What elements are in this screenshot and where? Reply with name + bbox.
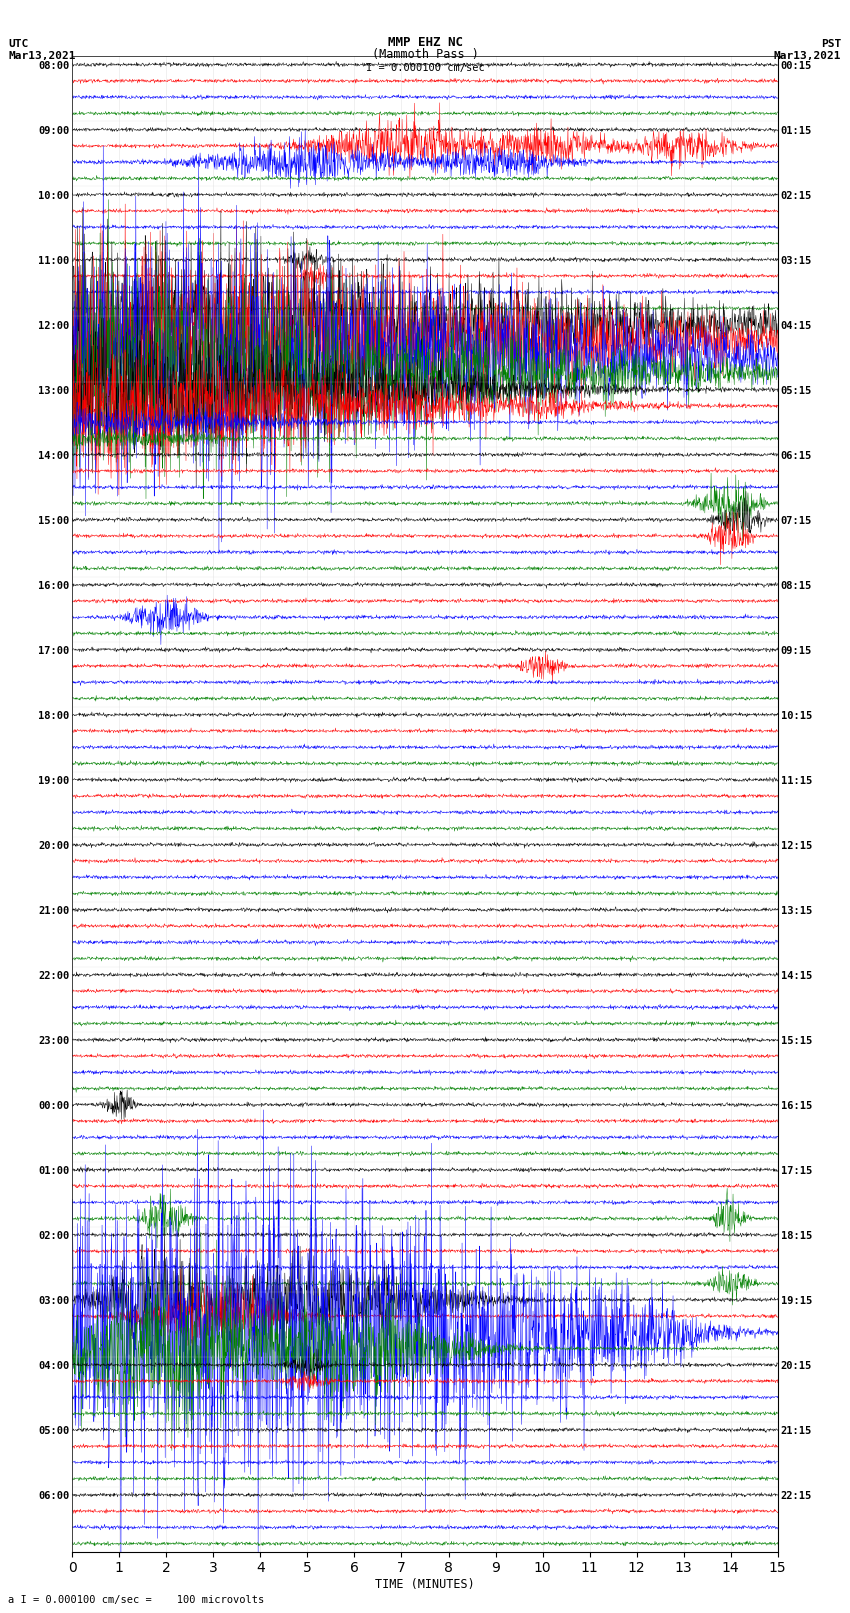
Text: Mar13,2021: Mar13,2021 (774, 52, 842, 61)
Text: (Mammoth Pass ): (Mammoth Pass ) (371, 48, 479, 61)
X-axis label: TIME (MINUTES): TIME (MINUTES) (375, 1578, 475, 1590)
Text: a I = 0.000100 cm/sec =    100 microvolts: a I = 0.000100 cm/sec = 100 microvolts (8, 1595, 264, 1605)
Text: Mar13,2021: Mar13,2021 (8, 52, 76, 61)
Text: UTC: UTC (8, 39, 29, 50)
Text: PST: PST (821, 39, 842, 50)
Text: MMP EHZ NC: MMP EHZ NC (388, 35, 462, 50)
Text: I = 0.000100 cm/sec: I = 0.000100 cm/sec (366, 63, 484, 73)
